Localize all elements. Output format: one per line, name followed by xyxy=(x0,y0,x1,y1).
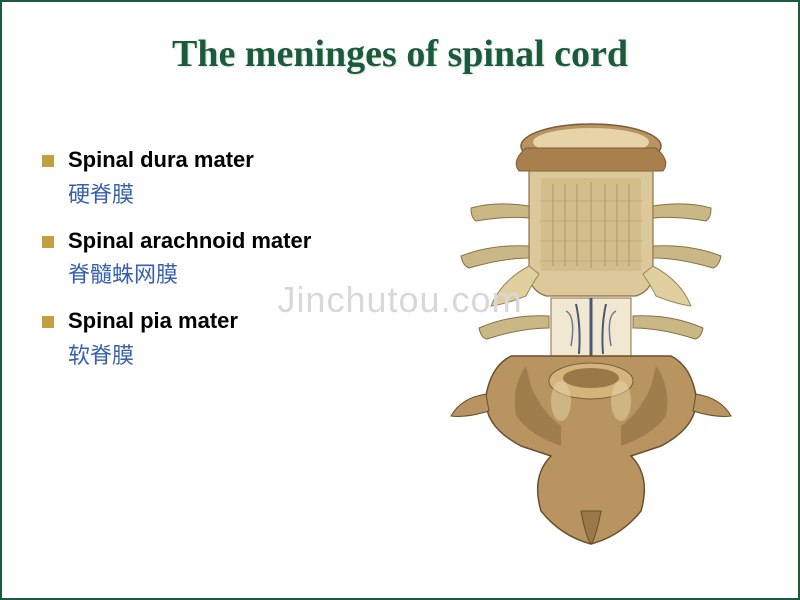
bullet-square-icon xyxy=(42,236,54,248)
bullet-chinese: 脊髓蛛网膜 xyxy=(68,257,311,289)
content-row: Spinal dura mater 硬脊膜 Spinal arachnoid m… xyxy=(32,116,768,536)
bullet-english: Spinal dura mater xyxy=(68,146,254,175)
bullet-text-group: Spinal pia mater 软脊膜 xyxy=(68,307,238,370)
bullet-square-icon xyxy=(42,155,54,167)
slide-container: The meninges of spinal cord Spinal dura … xyxy=(0,0,800,600)
bullet-list: Spinal dura mater 硬脊膜 Spinal arachnoid m… xyxy=(32,116,415,536)
bullet-chinese: 软脊膜 xyxy=(68,338,238,370)
bullet-text-group: Spinal dura mater 硬脊膜 xyxy=(68,146,254,209)
anatomical-illustration xyxy=(415,116,768,536)
list-item: Spinal dura mater 硬脊膜 xyxy=(42,146,415,209)
bullet-english: Spinal arachnoid mater xyxy=(68,227,311,256)
spinal-cord-svg xyxy=(431,116,751,546)
list-item: Spinal arachnoid mater 脊髓蛛网膜 xyxy=(42,227,415,290)
list-item: Spinal pia mater 软脊膜 xyxy=(42,307,415,370)
slide-title: The meninges of spinal cord xyxy=(32,32,768,76)
bullet-square-icon xyxy=(42,316,54,328)
bullet-english: Spinal pia mater xyxy=(68,307,238,336)
bullet-chinese: 硬脊膜 xyxy=(68,177,254,209)
bullet-text-group: Spinal arachnoid mater 脊髓蛛网膜 xyxy=(68,227,311,290)
